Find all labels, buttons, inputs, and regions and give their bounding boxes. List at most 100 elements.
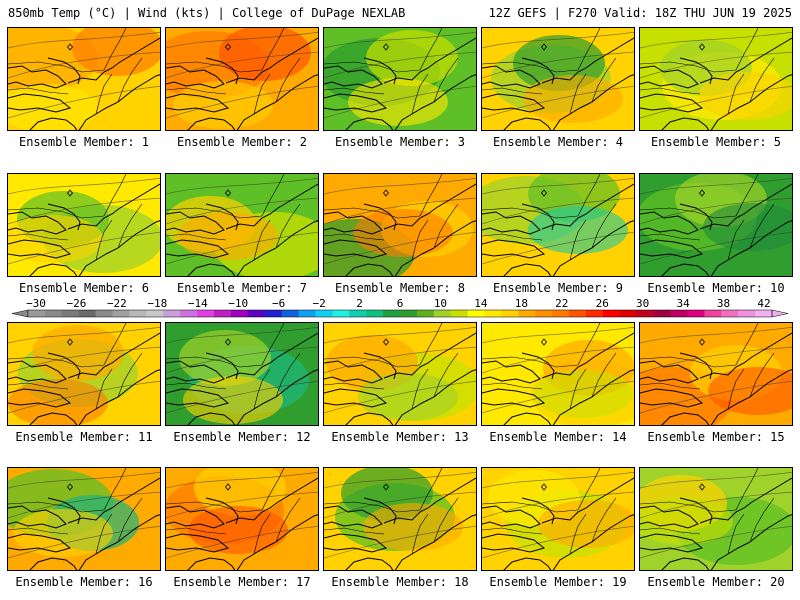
- coastline: [29, 412, 78, 425]
- ensemble-member-label: Ensemble Member: 8: [334, 281, 466, 295]
- coastline: [679, 352, 713, 380]
- ensemble-map-panel: [323, 27, 477, 131]
- coastline: [710, 220, 792, 276]
- state-border-line: [482, 61, 579, 73]
- state-border-line: [261, 468, 285, 511]
- colorbar-tick-label: 6: [396, 297, 404, 310]
- temperature-shading-region: [366, 30, 458, 86]
- state-border-line: [482, 382, 543, 390]
- isobar-line: [482, 85, 634, 119]
- coastline: [324, 533, 388, 553]
- coastline: [383, 37, 476, 84]
- colorbar-swatch: [112, 310, 130, 317]
- coastline: [521, 57, 555, 85]
- coastline: [541, 37, 634, 84]
- colorbar-swatch: [704, 310, 722, 317]
- isobar-line: [166, 471, 318, 489]
- coastline: [552, 74, 634, 130]
- coastline: [503, 263, 552, 276]
- colorbar-tick-label: −18: [147, 297, 168, 310]
- state-border-line: [95, 368, 113, 410]
- state-border-line: [482, 501, 579, 513]
- coastline: [640, 239, 704, 259]
- state-border-line: [166, 527, 227, 535]
- coastline: [8, 65, 67, 89]
- state-border-line: [749, 57, 775, 103]
- state-border-line: [727, 219, 745, 261]
- state-border-line: [735, 174, 759, 217]
- ensemble-map-panel: [7, 467, 161, 571]
- coastline: [236, 514, 318, 570]
- state-border-line: [419, 174, 443, 217]
- location-marker-icon: [698, 43, 706, 51]
- colorbar-swatch: [247, 310, 266, 317]
- coastline: [679, 57, 713, 85]
- isobar-line: [8, 471, 160, 489]
- colorbar-swatch: [755, 310, 773, 317]
- ensemble-map-panel: [165, 173, 319, 277]
- state-border-line: [166, 356, 263, 368]
- state-border-line: [117, 352, 143, 398]
- isobar-line: [482, 380, 634, 414]
- coastline: [8, 360, 67, 384]
- ensemble-member-label: Ensemble Member: 9: [492, 281, 624, 295]
- coastline: [8, 211, 67, 235]
- state-border-line: [591, 352, 617, 398]
- ensemble-map-panel: [165, 467, 319, 571]
- coastline: [521, 203, 555, 231]
- colorbar-swatch: [721, 310, 739, 317]
- coastline: [661, 557, 710, 570]
- isobar-line: [324, 231, 476, 265]
- coastline: [661, 117, 710, 130]
- coastline: [482, 533, 546, 553]
- isobar-line: [640, 31, 792, 49]
- state-border-line: [577, 468, 601, 511]
- state-border-line: [275, 57, 301, 103]
- state-border-line: [324, 501, 421, 513]
- state-border-line: [166, 87, 227, 95]
- state-border-line: [253, 219, 271, 261]
- coastline: [552, 514, 634, 570]
- temperature-shading-region: [348, 78, 448, 126]
- location-marker-icon: [540, 338, 548, 346]
- ensemble-member-label: Ensemble Member: 19: [489, 575, 627, 589]
- colorbar-swatch: [586, 310, 604, 317]
- coastline: [324, 505, 383, 529]
- colorbar-tick-label: 22: [555, 297, 569, 310]
- colorbar-swatch: [535, 310, 553, 317]
- temperature-shading-region: [13, 509, 113, 557]
- temperature-shading-region: [194, 468, 286, 516]
- location-marker-icon: [66, 189, 74, 197]
- ensemble-map-panel: [639, 27, 793, 131]
- state-border-line: [411, 368, 429, 410]
- colorbar-swatch: [383, 310, 401, 317]
- coastline: [225, 332, 318, 379]
- coastline: [47, 497, 81, 525]
- state-border-line: [569, 219, 587, 261]
- coastline: [640, 388, 704, 408]
- colorbar-swatch: [670, 310, 688, 317]
- coastline: [236, 369, 318, 425]
- colorbar-swatch: [552, 310, 570, 317]
- ensemble-map-panel: [323, 173, 477, 277]
- state-border-line: [166, 382, 227, 390]
- location-marker-icon: [224, 338, 232, 346]
- colorbar-tick-label: −26: [66, 297, 87, 310]
- ensemble-map-panel: [639, 322, 793, 426]
- ensemble-member-label: Ensemble Member: 17: [173, 575, 311, 589]
- isobar-line: [8, 85, 160, 119]
- coastline: [640, 93, 704, 113]
- colorbar-tick-label: 18: [514, 297, 528, 310]
- colorbar-swatch: [738, 310, 756, 317]
- isobar-line: [640, 177, 792, 195]
- state-border-line: [324, 356, 421, 368]
- ensemble-map-panel: [481, 173, 635, 277]
- state-border-line: [117, 57, 143, 103]
- state-border-line: [419, 468, 443, 511]
- isobar-line: [482, 346, 634, 374]
- coastline: [78, 220, 160, 276]
- isobar-line: [324, 525, 476, 559]
- isobar-line: [8, 51, 160, 79]
- state-border-line: [640, 501, 737, 513]
- ensemble-map-panel: [165, 27, 319, 131]
